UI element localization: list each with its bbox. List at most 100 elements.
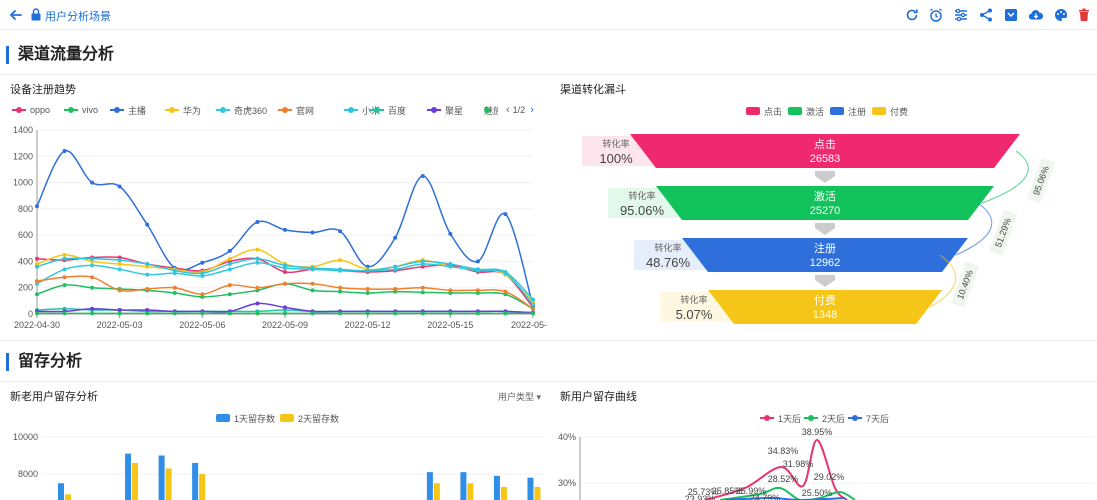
data-point — [145, 222, 150, 227]
data-point — [62, 275, 67, 280]
data-point — [117, 308, 122, 313]
chevron-left-icon[interactable]: ‹ — [506, 104, 510, 116]
funnel-chart: 点击 26583 转化率 100% 激活 25270 转化率 95.06% 注册 12962 转化率… — [582, 134, 1056, 324]
y-tick-label: 200 — [18, 283, 33, 293]
data-label: 28.52% — [768, 474, 799, 484]
data-point — [117, 311, 122, 316]
bar — [132, 462, 139, 500]
series-line — [719, 486, 856, 500]
legend-item[interactable]: 1天后 — [760, 411, 801, 425]
data-point — [90, 275, 95, 280]
refresh-icon[interactable] — [904, 7, 920, 23]
data-point — [200, 292, 205, 297]
filter-settings-icon[interactable] — [953, 7, 969, 23]
step-rate-bg — [988, 209, 1018, 256]
legend-item[interactable]: 7天后 — [848, 411, 889, 425]
legend-item[interactable]: 2天留存数 — [280, 411, 339, 425]
data-point — [255, 301, 260, 306]
data-point — [145, 272, 150, 277]
data-point — [365, 287, 370, 292]
legend-item[interactable]: oppo — [12, 103, 50, 117]
funnel-stage-name: 激活 — [814, 189, 836, 203]
data-point — [338, 267, 343, 272]
step-rate-badge: 51.29% — [988, 209, 1018, 256]
legend-page-indicator: 1/2 — [512, 105, 526, 115]
legend-item[interactable]: vivo — [64, 103, 98, 117]
data-point — [172, 285, 177, 290]
cloud-download-icon[interactable] — [1028, 7, 1044, 23]
data-point — [172, 290, 177, 295]
data-point — [62, 256, 67, 261]
data-point — [90, 306, 95, 311]
x-tick-label: 2022-05-03 — [97, 320, 143, 330]
legend-item[interactable]: 百度 — [370, 103, 406, 117]
data-point — [62, 311, 67, 316]
section-title-retention: 留存分析 — [6, 353, 82, 371]
trash-icon[interactable] — [1076, 7, 1092, 23]
x-tick-label: 2022-05-15 — [427, 320, 473, 330]
palette-icon[interactable] — [1053, 7, 1069, 23]
rate-badge — [634, 240, 710, 270]
data-point — [227, 256, 232, 261]
funnel-stage-value: 25270 — [810, 205, 841, 217]
data-point — [62, 149, 67, 154]
legend-item[interactable]: 聚星 — [427, 103, 463, 117]
legend-item[interactable]: 2天后 — [804, 411, 845, 425]
data-point — [62, 267, 67, 272]
share-icon[interactable] — [978, 7, 994, 23]
data-point — [227, 262, 232, 267]
legend-item[interactable]: 激活 — [788, 104, 824, 118]
legend-label: vivo — [82, 105, 99, 115]
step-connector — [981, 150, 1029, 204]
legend-item[interactable]: 官网 — [278, 103, 314, 117]
legend-swatch — [760, 415, 774, 421]
legend-item[interactable]: 付费 — [872, 104, 908, 118]
funnel-stage — [630, 134, 1020, 168]
data-point — [365, 268, 370, 273]
chevron-right-icon[interactable]: › — [530, 104, 534, 116]
legend-swatch — [216, 107, 230, 113]
data-point — [62, 252, 67, 257]
data-label: 25.99% — [736, 486, 767, 496]
data-point — [475, 267, 480, 272]
divider — [0, 381, 1097, 382]
rate-value: 95.06% — [620, 203, 665, 218]
data-label: 29.02% — [814, 472, 845, 482]
data-point — [255, 311, 260, 316]
legend-item[interactable]: 1天留存数 — [216, 411, 275, 425]
data-point — [227, 248, 232, 253]
legend-item[interactable]: 主播 — [110, 103, 146, 117]
data-point — [503, 212, 508, 217]
legend-item[interactable]: 奇虎360 — [216, 103, 267, 117]
step-rate-bg — [950, 261, 980, 308]
top-bar: 用户分析场景 — [0, 0, 1097, 30]
legend-item[interactable]: 注册 — [830, 104, 866, 118]
user-type-dropdown[interactable]: 用户类型 ▾ — [498, 390, 541, 403]
bar — [527, 477, 534, 500]
bar — [192, 462, 199, 500]
device-trend-chart: 0 200 400 600 800 1000 1200 1400 2022-04-30 2022-… — [13, 125, 547, 330]
data-point — [448, 262, 453, 267]
data-point — [310, 311, 315, 316]
legend-label: 2天后 — [822, 413, 846, 424]
data-point — [227, 292, 232, 297]
legend-swatch — [848, 415, 862, 421]
legend-item[interactable]: 魅族 — [480, 103, 498, 117]
bar — [467, 483, 474, 500]
data-point — [90, 285, 95, 290]
bar — [158, 455, 165, 500]
save-icon[interactable] — [1003, 7, 1019, 23]
alarm-clock-icon[interactable] — [928, 7, 944, 23]
rate-badge — [608, 188, 684, 218]
y-tick-label: 1400 — [13, 125, 33, 135]
funnel-arrow — [815, 275, 835, 287]
data-point — [503, 289, 508, 294]
x-tick-label: 2022-04-30 — [14, 320, 60, 330]
breadcrumb[interactable]: 用户分析场景 — [45, 11, 111, 23]
y-tick-label: 30% — [558, 478, 576, 488]
legend-item[interactable]: 华为 — [165, 103, 201, 117]
rate-value: 5.07% — [676, 307, 713, 322]
rate-badge — [660, 292, 736, 322]
back-arrow-icon[interactable] — [8, 7, 24, 23]
legend-item[interactable]: 点击 — [746, 104, 782, 118]
